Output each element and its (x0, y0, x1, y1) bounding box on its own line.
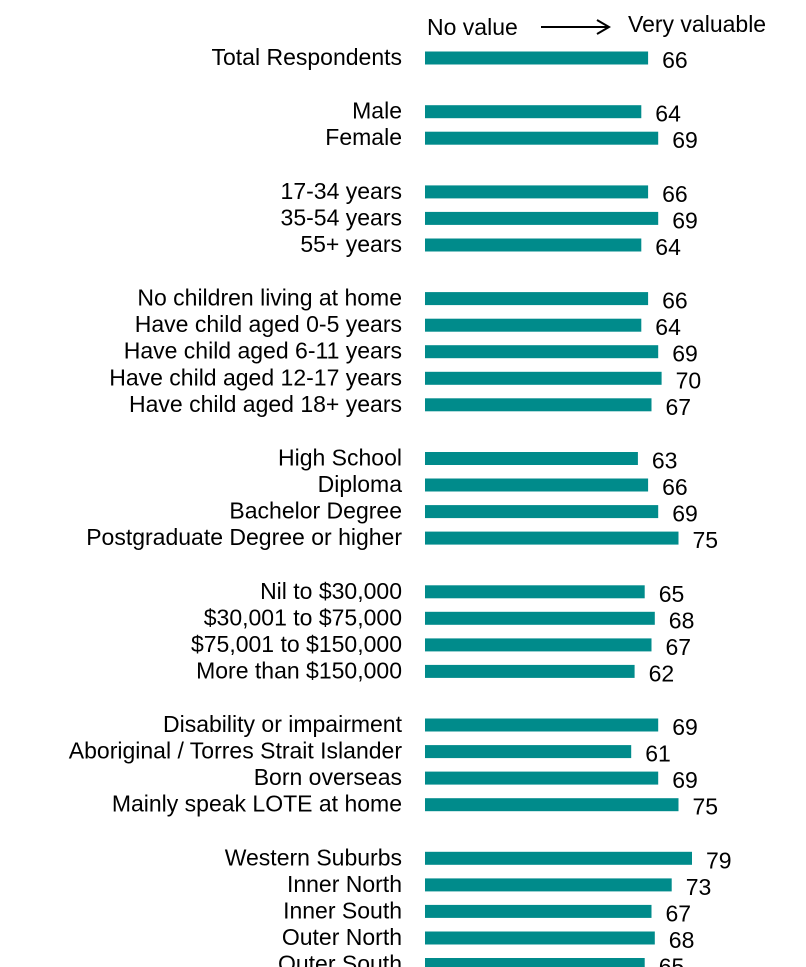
category-label: Total Respondents (211, 44, 402, 70)
category-label: Outer South (278, 951, 402, 967)
bar (425, 851, 692, 865)
data-label: 66 (662, 288, 688, 314)
bar (425, 371, 662, 385)
data-label: 62 (649, 660, 675, 686)
category-label: No children living at home (137, 285, 402, 311)
bar (425, 664, 635, 678)
bar (425, 238, 642, 252)
category-label: Have child aged 18+ years (129, 391, 402, 417)
data-label: 79 (706, 847, 732, 873)
data-label: 61 (645, 741, 671, 767)
data-label: 67 (666, 394, 692, 420)
category-label: Inner South (283, 897, 402, 923)
data-label: 69 (672, 501, 698, 527)
data-label: 73 (686, 874, 712, 900)
data-label: 64 (655, 234, 681, 260)
data-label: 70 (676, 367, 702, 393)
data-label: 66 (662, 181, 688, 207)
bar (425, 185, 649, 199)
scale-header: No value Very valuable (427, 11, 766, 40)
category-label: Inner North (287, 871, 402, 897)
category-label: Outer North (282, 924, 402, 950)
data-label: 63 (652, 448, 678, 474)
data-label: 69 (672, 714, 698, 740)
bar (425, 505, 659, 519)
bar (425, 452, 638, 465)
data-label: 67 (666, 900, 692, 926)
category-label: 17-34 years (281, 178, 402, 204)
data-label: 66 (662, 474, 688, 500)
category-label: Aboriginal / Torres Strait Islander (69, 738, 403, 764)
category-label: Female (325, 124, 402, 150)
scale-low-label: No value (427, 14, 518, 40)
data-label: 66 (662, 47, 688, 73)
category-label: Have child aged 12-17 years (109, 364, 402, 390)
data-label: 64 (655, 314, 681, 340)
category-label: Disability or impairment (163, 711, 403, 737)
category-label: Male (352, 98, 402, 124)
data-label: 67 (666, 634, 692, 660)
bar (425, 931, 655, 945)
category-label: Born overseas (254, 764, 402, 790)
category-label: 55+ years (300, 231, 402, 257)
category-label: High School (278, 445, 402, 471)
bar (425, 798, 679, 812)
bar (425, 745, 632, 759)
bar (425, 51, 649, 65)
bar (425, 958, 645, 967)
bar (425, 638, 652, 652)
bar (425, 105, 642, 119)
bar (425, 345, 659, 359)
data-label: 68 (669, 607, 695, 633)
bars-group: Total Respondents 66 Male 64 Female 69 17-34 y… (69, 44, 732, 967)
scale-arrow-head (596, 19, 611, 35)
data-label: 64 (655, 101, 681, 127)
data-label: 69 (672, 341, 698, 367)
category-label: Western Suburbs (225, 844, 402, 870)
bar (425, 318, 642, 332)
data-label: 75 (693, 527, 719, 553)
category-label: Bachelor Degree (229, 498, 402, 524)
data-label: 69 (672, 767, 698, 793)
bar (425, 771, 659, 785)
data-label: 65 (659, 954, 685, 967)
category-label: 35-54 years (281, 204, 402, 230)
data-label: 68 (669, 927, 695, 953)
category-label: Have child aged 0-5 years (135, 311, 402, 337)
category-label: More than $150,000 (196, 657, 402, 683)
bar (425, 611, 655, 625)
category-label: Have child aged 6-11 years (124, 338, 402, 364)
data-label: 65 (659, 581, 685, 607)
bar (425, 531, 679, 545)
category-label: $30,001 to $75,000 (204, 604, 402, 630)
category-label: $75,001 to $150,000 (191, 631, 402, 657)
category-label: Mainly speak LOTE at home (112, 791, 402, 817)
bar (425, 878, 672, 892)
bar (425, 718, 659, 732)
bar (425, 131, 659, 145)
bar (425, 478, 649, 492)
category-label: Diploma (318, 471, 403, 497)
data-label: 69 (672, 127, 698, 153)
category-label: Postgraduate Degree or higher (86, 524, 402, 550)
bar (425, 904, 652, 918)
data-label: 75 (693, 794, 719, 820)
data-label: 69 (672, 207, 698, 233)
bar (425, 585, 645, 599)
bar (425, 211, 659, 225)
category-label: Nil to $30,000 (260, 578, 402, 604)
bar (425, 398, 652, 412)
scale-high-label: Very valuable (628, 11, 766, 37)
bar (425, 292, 649, 306)
